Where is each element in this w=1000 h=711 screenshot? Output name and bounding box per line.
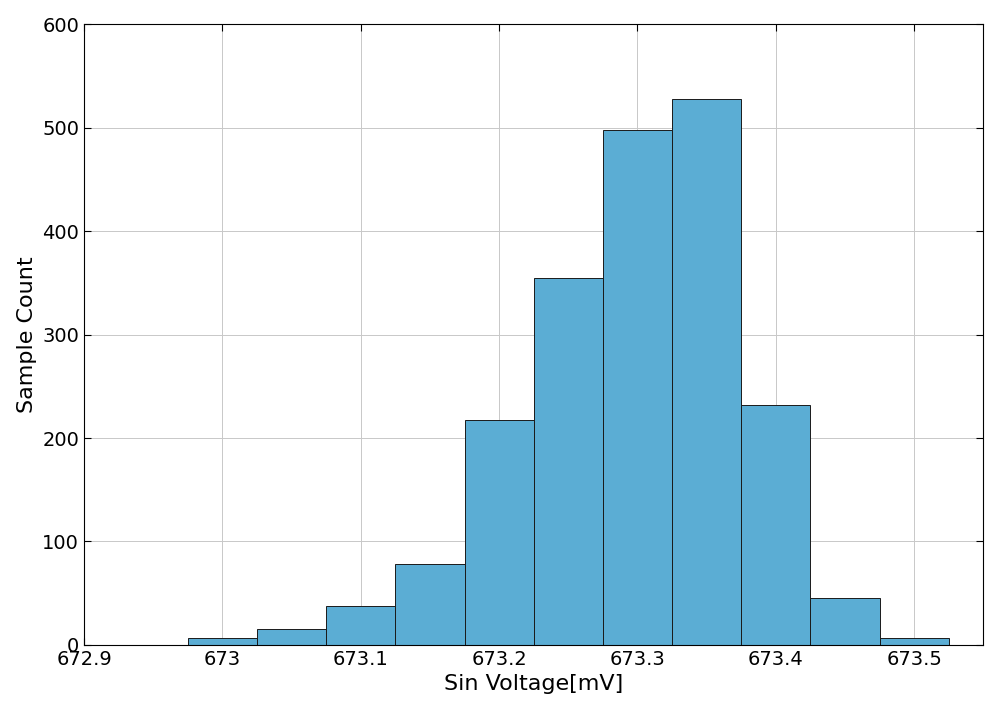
Bar: [880, 638, 949, 645]
Bar: [326, 606, 395, 645]
Bar: [257, 629, 326, 645]
Bar: [395, 565, 465, 645]
Y-axis label: Sample Count: Sample Count: [17, 256, 37, 413]
Bar: [810, 599, 880, 645]
X-axis label: Sin Voltage[mV]: Sin Voltage[mV]: [444, 674, 623, 695]
Bar: [465, 420, 534, 645]
Bar: [741, 405, 810, 645]
Bar: [534, 277, 603, 645]
Bar: [188, 638, 257, 645]
Bar: [672, 99, 741, 645]
Bar: [603, 129, 672, 645]
